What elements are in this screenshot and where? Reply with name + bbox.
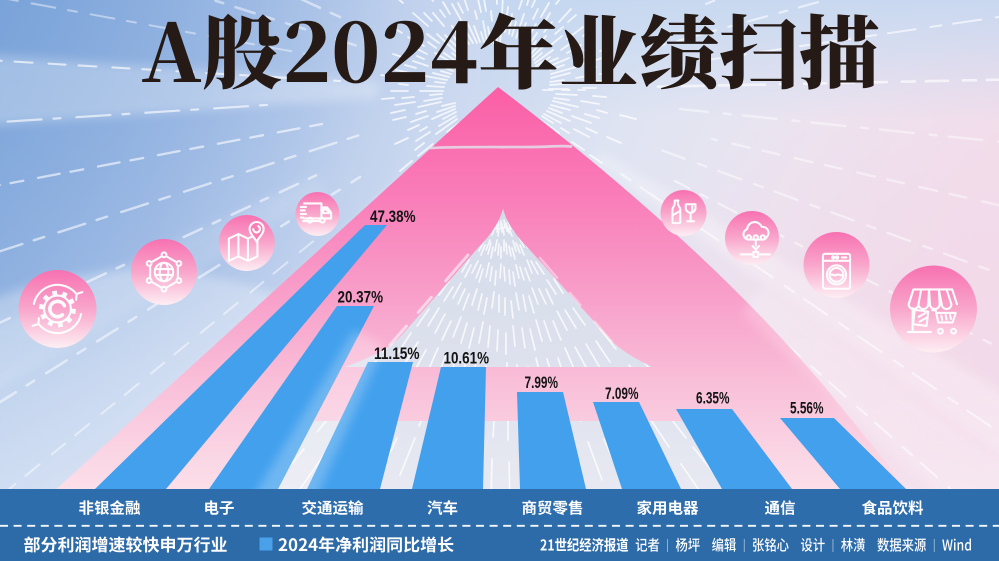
svg-text:20.37%: 20.37% — [338, 289, 384, 307]
svg-text:11.15%: 11.15% — [374, 345, 420, 363]
svg-text:7.99%: 7.99% — [525, 374, 559, 392]
svg-text:6.35%: 6.35% — [696, 390, 730, 408]
svg-text:47.38%: 47.38% — [370, 208, 416, 226]
svg-text:10.61%: 10.61% — [444, 350, 490, 368]
svg-text:5.56%: 5.56% — [790, 400, 824, 418]
svg-text:7.09%: 7.09% — [605, 385, 639, 403]
